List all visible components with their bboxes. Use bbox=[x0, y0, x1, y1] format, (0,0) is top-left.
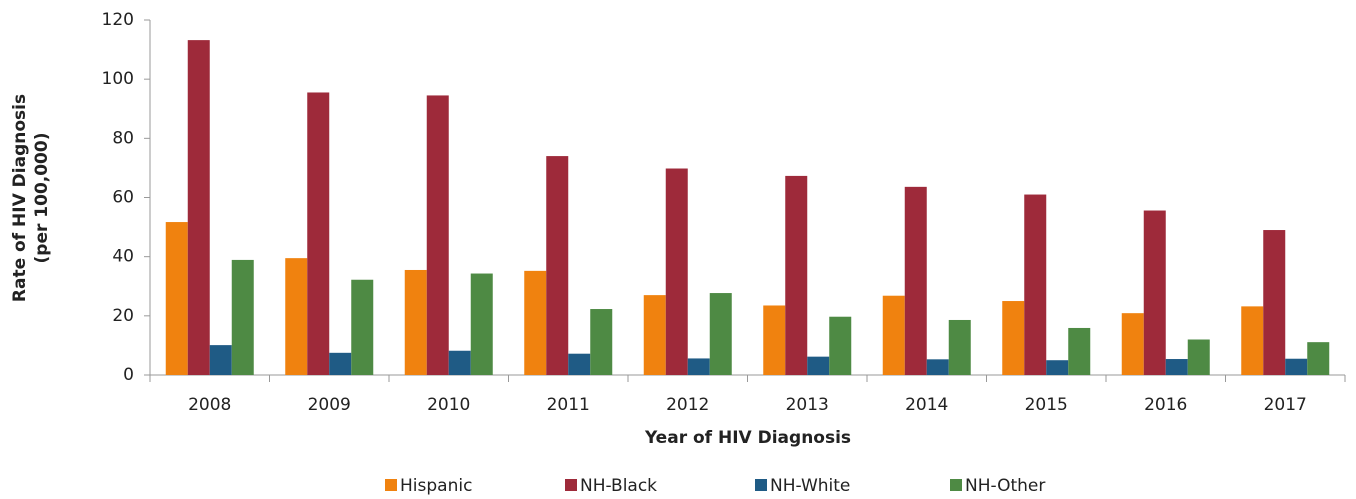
bar bbox=[665, 168, 688, 375]
bar bbox=[948, 319, 971, 375]
bar bbox=[807, 356, 830, 375]
bar bbox=[785, 175, 808, 375]
y-tick-label: 0 bbox=[123, 365, 134, 385]
legend-label: NH-Black bbox=[580, 476, 657, 496]
bar bbox=[709, 293, 732, 375]
bar bbox=[524, 270, 547, 375]
bar bbox=[231, 259, 254, 375]
bar bbox=[1285, 358, 1308, 375]
legend-swatch bbox=[755, 479, 767, 491]
bar bbox=[307, 92, 330, 376]
bar bbox=[882, 295, 905, 375]
bar bbox=[1241, 306, 1264, 375]
bar bbox=[568, 353, 591, 375]
bar bbox=[829, 316, 852, 375]
bar bbox=[209, 345, 232, 375]
legend-swatch bbox=[565, 479, 577, 491]
bar bbox=[904, 186, 927, 375]
bar bbox=[1307, 342, 1330, 375]
bar bbox=[1187, 339, 1210, 375]
bar bbox=[1263, 230, 1286, 375]
legend-label: Hispanic bbox=[400, 476, 472, 496]
bar bbox=[404, 269, 427, 375]
x-tick-label: 2012 bbox=[666, 395, 709, 415]
bar bbox=[763, 305, 786, 375]
bar bbox=[590, 309, 613, 375]
x-tick-label: 2011 bbox=[547, 395, 590, 415]
x-tick-label: 2010 bbox=[427, 395, 470, 415]
x-tick-label: 2014 bbox=[905, 395, 948, 415]
bar bbox=[926, 359, 949, 375]
x-tick-label: 2015 bbox=[1025, 395, 1068, 415]
bar bbox=[643, 295, 666, 375]
y-tick-label: 40 bbox=[112, 247, 134, 267]
bar bbox=[1121, 313, 1144, 375]
legend-swatch bbox=[950, 479, 962, 491]
legend-swatch bbox=[385, 479, 397, 491]
y-tick-label: 80 bbox=[112, 128, 134, 148]
x-tick-label: 2013 bbox=[786, 395, 829, 415]
bar bbox=[687, 358, 710, 375]
bar bbox=[1068, 327, 1091, 375]
y-axis-title-line: Rate of HIV Diagnosis bbox=[10, 94, 30, 302]
bar bbox=[285, 258, 308, 375]
bar bbox=[351, 279, 374, 375]
bar bbox=[426, 95, 449, 375]
bar bbox=[165, 222, 188, 375]
x-tick-label: 2009 bbox=[308, 395, 351, 415]
y-axis-title-line: (per 100,000) bbox=[32, 133, 52, 264]
x-tick-label: 2008 bbox=[188, 395, 231, 415]
x-axis-title: Year of HIV Diagnosis bbox=[644, 428, 851, 448]
y-tick-label: 20 bbox=[112, 306, 134, 326]
legend-label: NH-White bbox=[770, 476, 850, 496]
bar bbox=[1165, 359, 1188, 375]
y-tick-label: 120 bbox=[102, 10, 134, 30]
bar bbox=[1024, 194, 1047, 375]
bar bbox=[470, 273, 493, 375]
bar bbox=[1002, 301, 1025, 375]
y-tick-label: 100 bbox=[102, 69, 134, 89]
x-tick-label: 2017 bbox=[1264, 395, 1307, 415]
bar bbox=[546, 156, 569, 375]
legend-label: NH-Other bbox=[965, 476, 1045, 496]
bar bbox=[187, 40, 210, 375]
bar bbox=[1046, 360, 1069, 375]
bar bbox=[1143, 210, 1166, 375]
bar bbox=[448, 350, 471, 375]
bar bbox=[329, 352, 352, 375]
x-tick-label: 2016 bbox=[1144, 395, 1187, 415]
y-axis-title: Rate of HIV Diagnosis (per 100,000) bbox=[10, 94, 52, 302]
y-tick-label: 60 bbox=[112, 188, 134, 208]
